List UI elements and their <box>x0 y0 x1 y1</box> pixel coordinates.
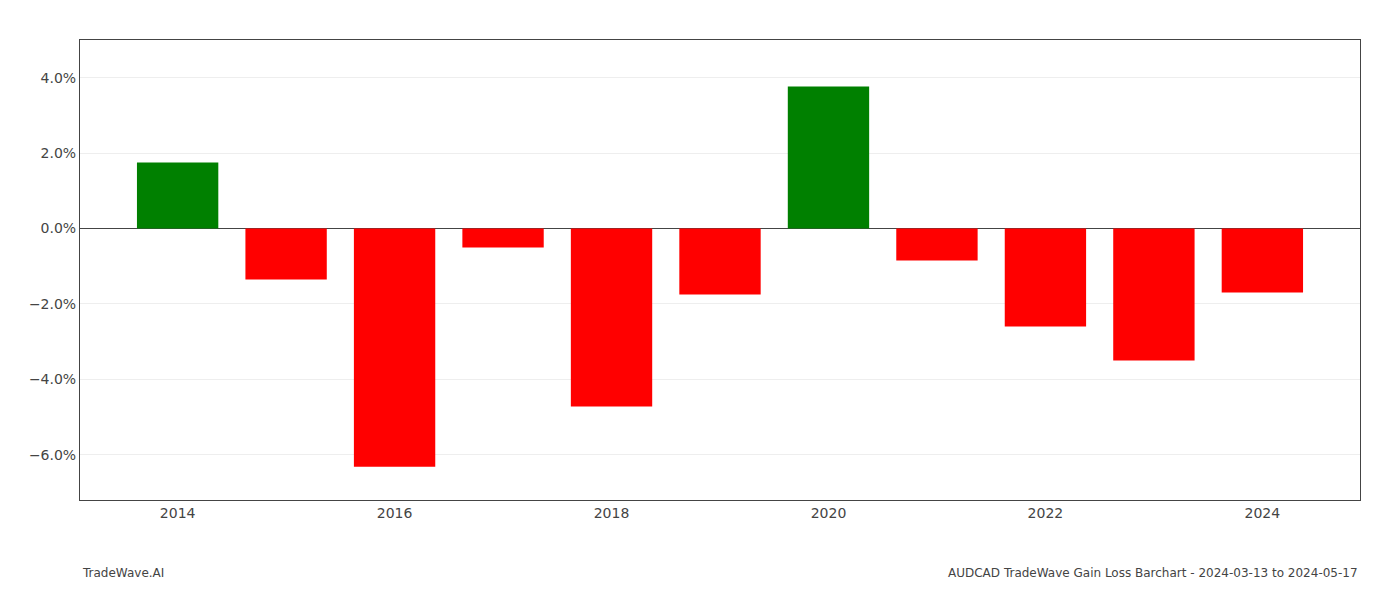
svg-text:2024: 2024 <box>1245 505 1281 521</box>
svg-text:2.0%: 2.0% <box>41 145 77 161</box>
svg-text:2020: 2020 <box>811 505 847 521</box>
svg-text:TradeWave.AI: TradeWave.AI <box>82 566 164 580</box>
svg-text:−6.0%: −6.0% <box>29 447 76 463</box>
svg-text:2014: 2014 <box>160 505 196 521</box>
svg-text:2016: 2016 <box>377 505 413 521</box>
svg-text:2022: 2022 <box>1028 505 1064 521</box>
svg-text:AUDCAD TradeWave Gain Loss Bar: AUDCAD TradeWave Gain Loss Barchart - 20… <box>948 566 1358 580</box>
svg-text:2018: 2018 <box>594 505 630 521</box>
svg-text:4.0%: 4.0% <box>41 70 77 86</box>
svg-text:0.0%: 0.0% <box>41 220 77 236</box>
svg-text:−4.0%: −4.0% <box>29 371 76 387</box>
svg-text:−2.0%: −2.0% <box>29 296 76 312</box>
